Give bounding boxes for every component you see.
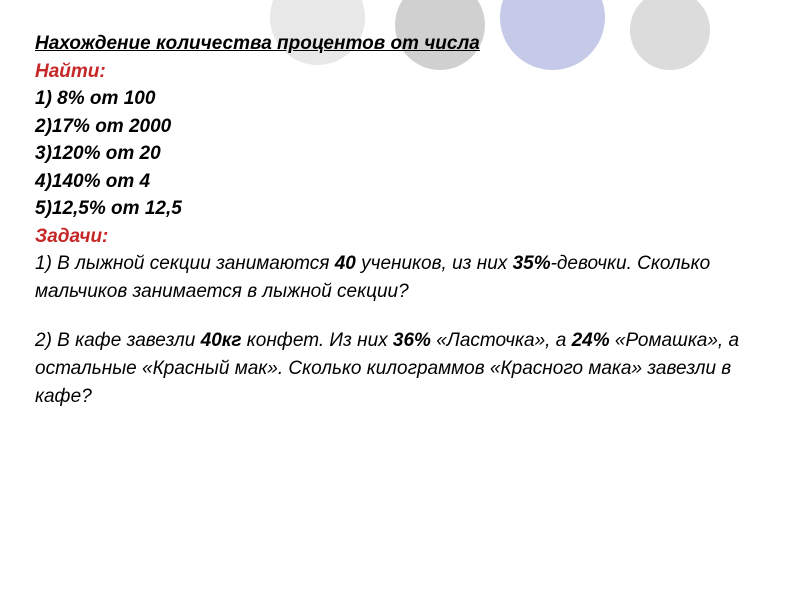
calc-item: 4)140% от 4	[35, 168, 765, 196]
task-number: 40кг	[201, 330, 242, 351]
title: Нахождение количества процентов от числа	[35, 30, 765, 58]
find-label: Найти:	[35, 58, 765, 86]
task-1: 1) В лыжной секции занимаются 40 ученико…	[35, 250, 765, 305]
task-text: учеников, из них	[356, 253, 513, 274]
calc-item: 1) 8% от 100	[35, 85, 765, 113]
tasks-label: Задачи:	[35, 223, 765, 251]
calc-item: 3)120% от 20	[35, 140, 765, 168]
calc-item: 2)17% от 2000	[35, 113, 765, 141]
task-text: «Ласточка», а	[431, 330, 572, 351]
task-2: 2) В кафе завезли 40кг конфет. Из них 36…	[35, 327, 765, 410]
task-number: 36%	[393, 330, 431, 351]
spacer	[35, 305, 765, 327]
task-number: 40	[335, 253, 356, 274]
task-text: конфет. Из них	[242, 330, 393, 351]
slide-content: Нахождение количества процентов от числа…	[0, 0, 800, 440]
task-text: 2) В кафе завезли	[35, 330, 201, 351]
calc-item: 5)12,5% от 12,5	[35, 195, 765, 223]
task-text: 1) В лыжной секции занимаются	[35, 253, 335, 274]
task-number: 24%	[572, 330, 610, 351]
task-number: 35%	[513, 253, 551, 274]
